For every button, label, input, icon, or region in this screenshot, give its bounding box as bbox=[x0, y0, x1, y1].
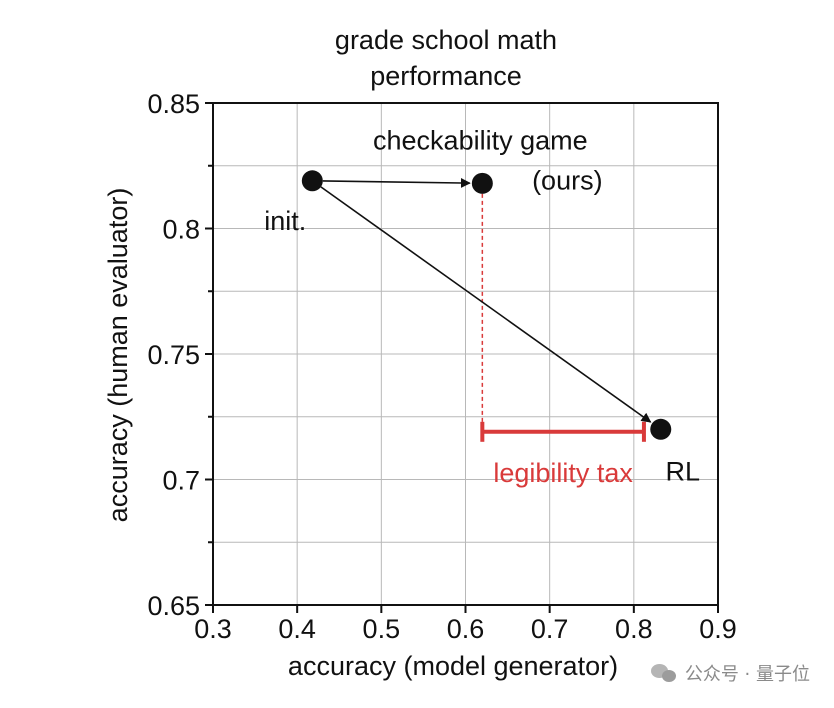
x-tick-label: 0.3 bbox=[194, 614, 232, 644]
x-tick-label: 0.5 bbox=[363, 614, 401, 644]
y-axis-label: accuracy (human evaluator) bbox=[103, 188, 133, 523]
data-point bbox=[471, 172, 493, 194]
point-label: RL bbox=[666, 456, 701, 486]
grid bbox=[213, 103, 718, 605]
x-tick-label: 0.8 bbox=[615, 614, 653, 644]
y-tick-label: 0.65 bbox=[147, 591, 200, 621]
point-label: checkability game bbox=[373, 125, 588, 155]
point-label: (ours) bbox=[532, 165, 603, 195]
chart-title-line-1: grade school math bbox=[335, 25, 557, 55]
x-tick-label: 0.4 bbox=[278, 614, 316, 644]
legibility-tax-label: legibility tax bbox=[493, 458, 633, 488]
x-tick-label: 0.6 bbox=[447, 614, 485, 644]
chart-marks: legibility tax init. checkability game (our… bbox=[264, 125, 700, 487]
axis-ticks: 0.3 0.4 0.5 0.6 0.7 0.8 0.9 0.65 0.7 0.75 0.8 0.85 bbox=[147, 89, 736, 644]
y-tick-label: 0.7 bbox=[162, 466, 200, 496]
x-tick-label: 0.7 bbox=[531, 614, 569, 644]
data-point bbox=[301, 170, 323, 192]
watermark: 公众号 · 量子位 bbox=[650, 660, 810, 686]
arrow bbox=[322, 178, 471, 189]
wechat-icon bbox=[650, 663, 677, 683]
y-tick-label: 0.85 bbox=[147, 89, 200, 119]
arrow bbox=[320, 186, 652, 423]
x-axis-label: accuracy (model generator) bbox=[288, 651, 618, 681]
y-tick-label: 0.8 bbox=[162, 215, 200, 245]
point-label: init. bbox=[264, 206, 306, 236]
x-tick-label: 0.9 bbox=[699, 614, 737, 644]
watermark-text: 公众号 · 量子位 bbox=[684, 664, 810, 685]
y-tick-label: 0.75 bbox=[147, 340, 200, 370]
data-point bbox=[650, 418, 672, 440]
chart-title-line-2: performance bbox=[370, 61, 522, 91]
